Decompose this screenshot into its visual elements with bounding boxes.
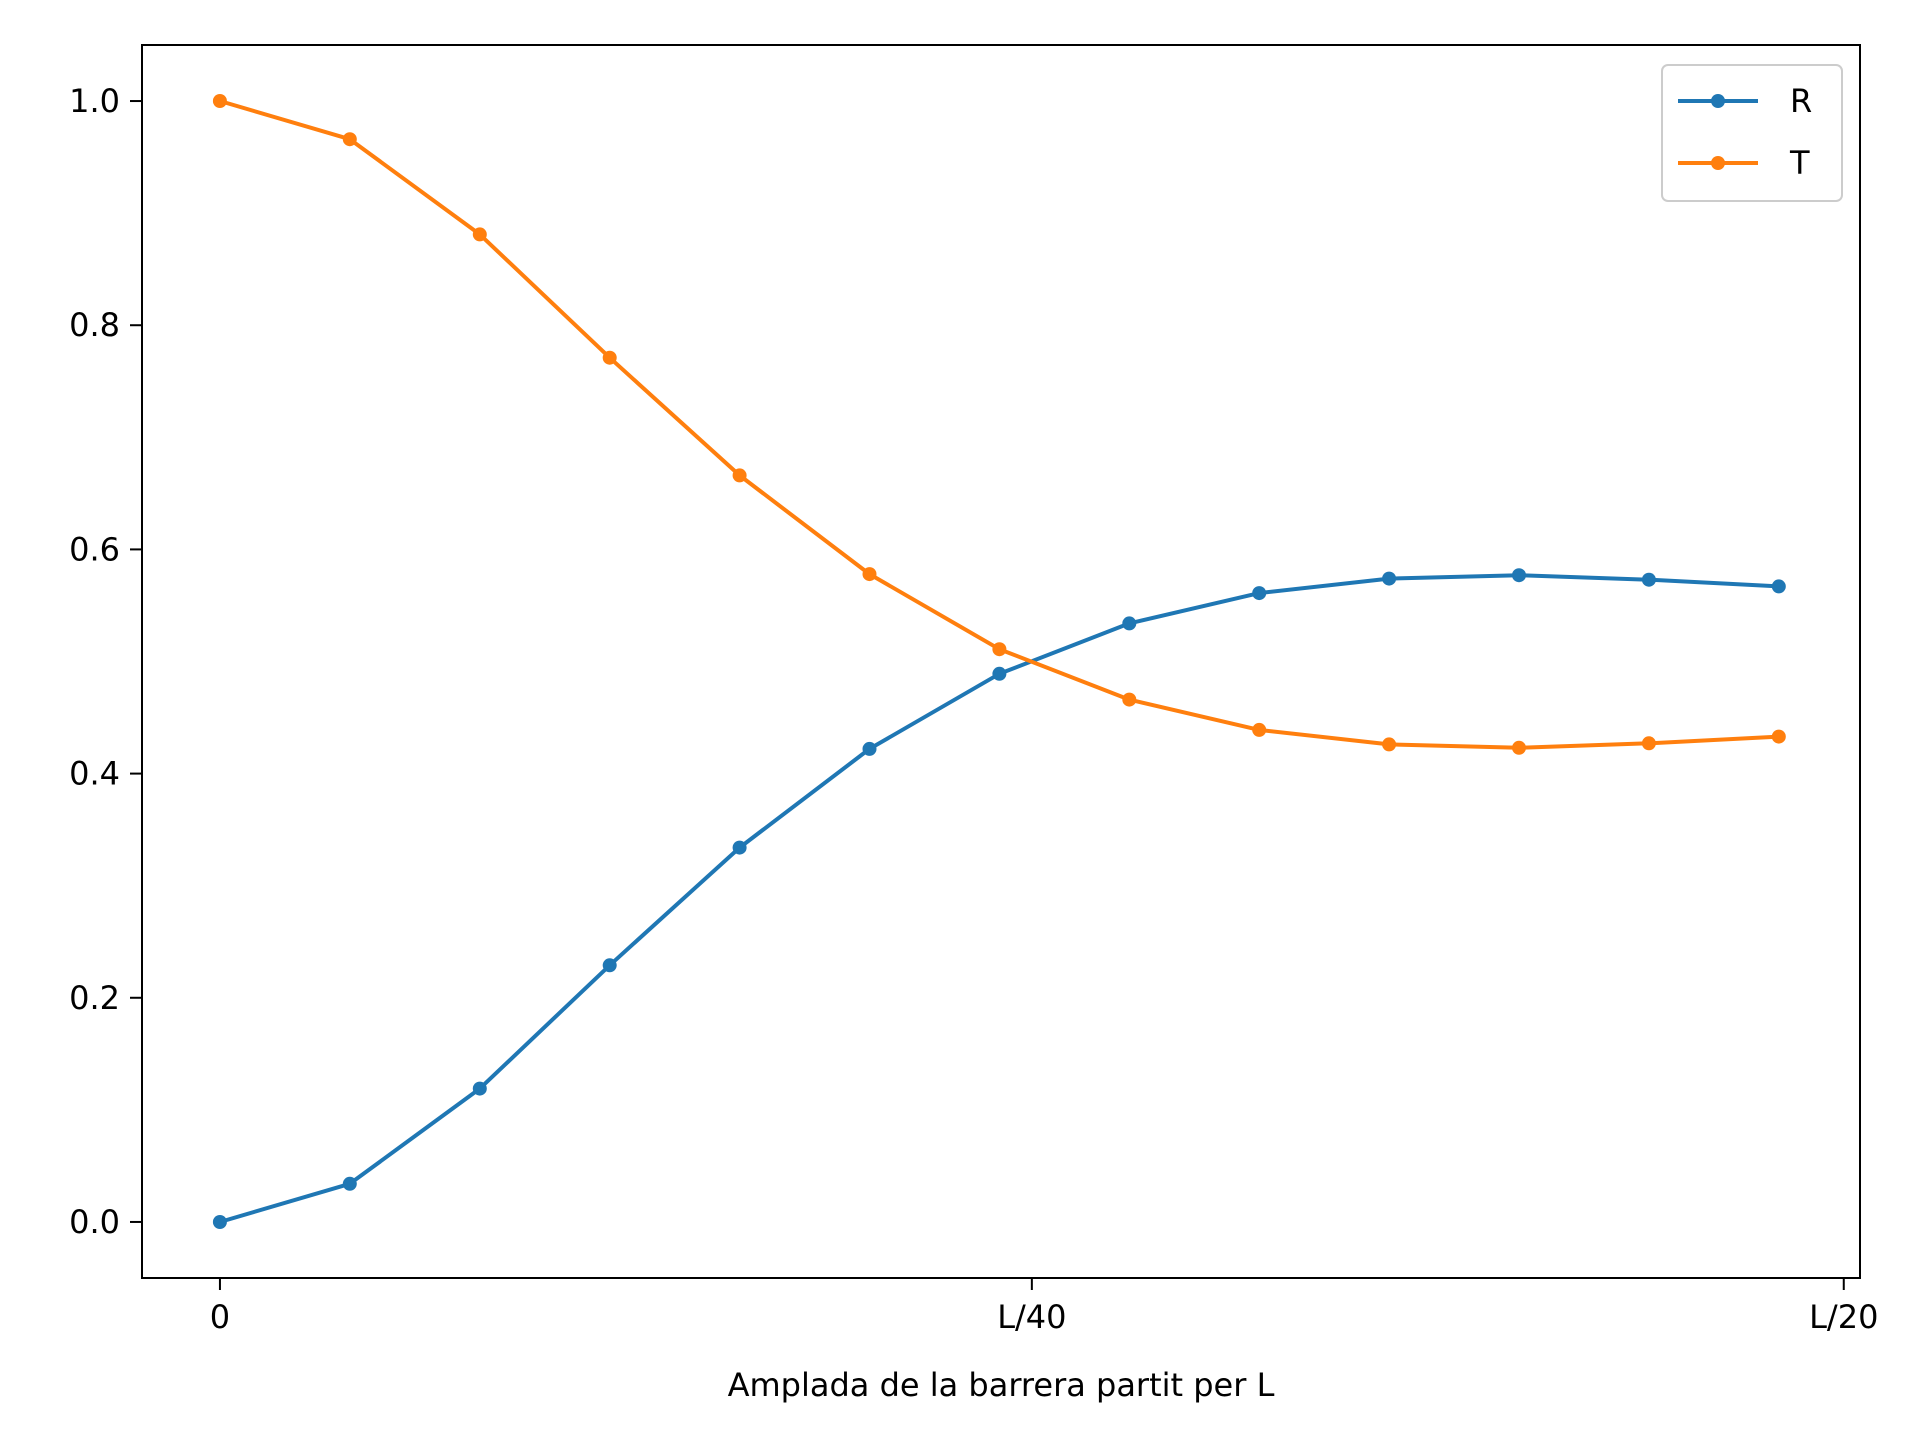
data-point-T-11 xyxy=(1641,736,1656,751)
legend-marker-T xyxy=(1711,156,1725,170)
data-point-T-5 xyxy=(862,567,877,582)
data-point-R-5 xyxy=(862,741,877,756)
data-point-R-10 xyxy=(1512,568,1526,583)
data-point-R-12 xyxy=(1771,579,1786,594)
data-point-T-12 xyxy=(1771,729,1786,744)
x-axis-ticks: 0 L/40 L/20 xyxy=(210,1278,1878,1336)
data-point-R-3 xyxy=(602,958,617,973)
data-point-R-4 xyxy=(732,840,747,855)
y-tick-label: 1.0 xyxy=(69,82,120,120)
data-point-R-9 xyxy=(1382,571,1397,586)
x-axis-label: Amplada de la barrera partit per L xyxy=(728,1366,1275,1404)
y-tick-label: 0.0 xyxy=(69,1203,120,1241)
data-point-T-10 xyxy=(1512,740,1526,755)
data-point-T-6 xyxy=(992,642,1007,657)
legend-label-T: T xyxy=(1789,144,1810,182)
legend-label-R: R xyxy=(1790,82,1812,120)
data-point-R-6 xyxy=(992,666,1007,681)
data-point-T-4 xyxy=(732,468,747,483)
plot-frame xyxy=(141,44,1861,1279)
data-point-T-3 xyxy=(602,350,617,365)
data-point-R-0 xyxy=(212,1215,227,1229)
data-point-T-0 xyxy=(212,94,227,108)
data-point-T-1 xyxy=(342,132,357,147)
data-point-T-8 xyxy=(1252,722,1267,737)
y-tick-label: 0.4 xyxy=(69,755,120,793)
plot-marks xyxy=(212,94,1786,1229)
y-tick-label: 0.6 xyxy=(69,530,120,568)
data-point-T-7 xyxy=(1122,692,1137,707)
legend-box xyxy=(1661,64,1843,202)
legend: RT xyxy=(1661,64,1843,202)
data-point-R-7 xyxy=(1122,616,1137,631)
data-point-R-8 xyxy=(1252,586,1267,601)
x-tick-label: L/20 xyxy=(1809,1298,1878,1336)
data-point-R-11 xyxy=(1641,572,1656,587)
data-point-T-2 xyxy=(472,227,487,242)
x-tick-label: L/40 xyxy=(997,1298,1066,1336)
data-point-R-1 xyxy=(342,1176,357,1191)
data-point-R-2 xyxy=(472,1081,487,1096)
data-point-T-9 xyxy=(1382,737,1397,752)
y-axis-ticks: 0.0 0.2 0.4 0.6 0.8 1.0 xyxy=(69,82,142,1241)
x-tick-label: 0 xyxy=(210,1298,230,1336)
legend-marker-R xyxy=(1711,94,1725,108)
y-tick-label: 0.8 xyxy=(69,306,120,344)
y-tick-label: 0.2 xyxy=(69,979,120,1017)
